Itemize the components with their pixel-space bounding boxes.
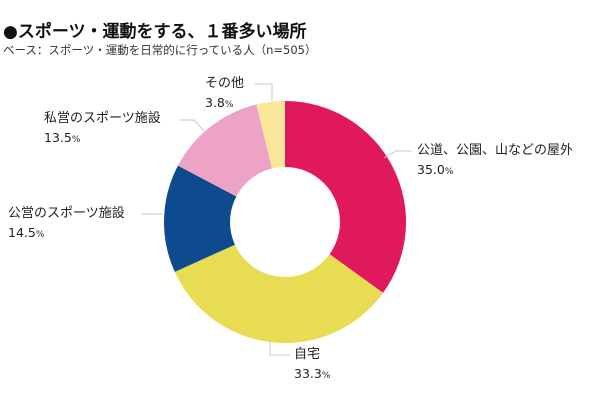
label-public-facility: 公営のスポーツ施設 14.5% bbox=[8, 204, 125, 245]
label-private-name: 私営のスポーツ施設 bbox=[44, 111, 161, 126]
label-home-value: 33.3% bbox=[294, 366, 331, 381]
chart-subtitle: ベース：スポーツ・運動を日常的に行っている人（n=505） bbox=[3, 43, 317, 57]
slice-home bbox=[174, 222, 384, 344]
leader-lines bbox=[141, 83, 412, 356]
label-private-facility: 私営のスポーツ施設 13.5% bbox=[44, 109, 161, 150]
leader-line-home bbox=[269, 341, 290, 356]
label-private-value: 13.5% bbox=[44, 130, 81, 145]
label-outdoor: 公道、公園、山などの屋外 35.0% bbox=[417, 141, 573, 182]
leader-line-outdoor bbox=[383, 150, 412, 159]
label-other: その他 3.8% bbox=[205, 74, 244, 115]
label-home: 自宅 33.3% bbox=[294, 345, 330, 386]
label-outdoor-value: 35.0% bbox=[417, 162, 454, 177]
slice-public-facility bbox=[164, 165, 285, 272]
label-public-name: 公営のスポーツ施設 bbox=[8, 206, 125, 221]
leader-line-private bbox=[179, 119, 205, 132]
donut-slices bbox=[164, 101, 407, 344]
chart-title: ●スポーツ・運動をする、１番多い場所 bbox=[3, 22, 307, 42]
label-home-name: 自宅 bbox=[294, 347, 321, 362]
slice-outdoor bbox=[285, 101, 407, 293]
label-public-value: 14.5% bbox=[8, 225, 45, 240]
label-outdoor-name: 公道、公園、山などの屋外 bbox=[417, 143, 574, 158]
label-other-name: その他 bbox=[205, 76, 245, 91]
label-other-value: 3.8% bbox=[205, 95, 234, 110]
leader-line-other bbox=[255, 83, 273, 101]
donut-hole bbox=[230, 167, 340, 277]
